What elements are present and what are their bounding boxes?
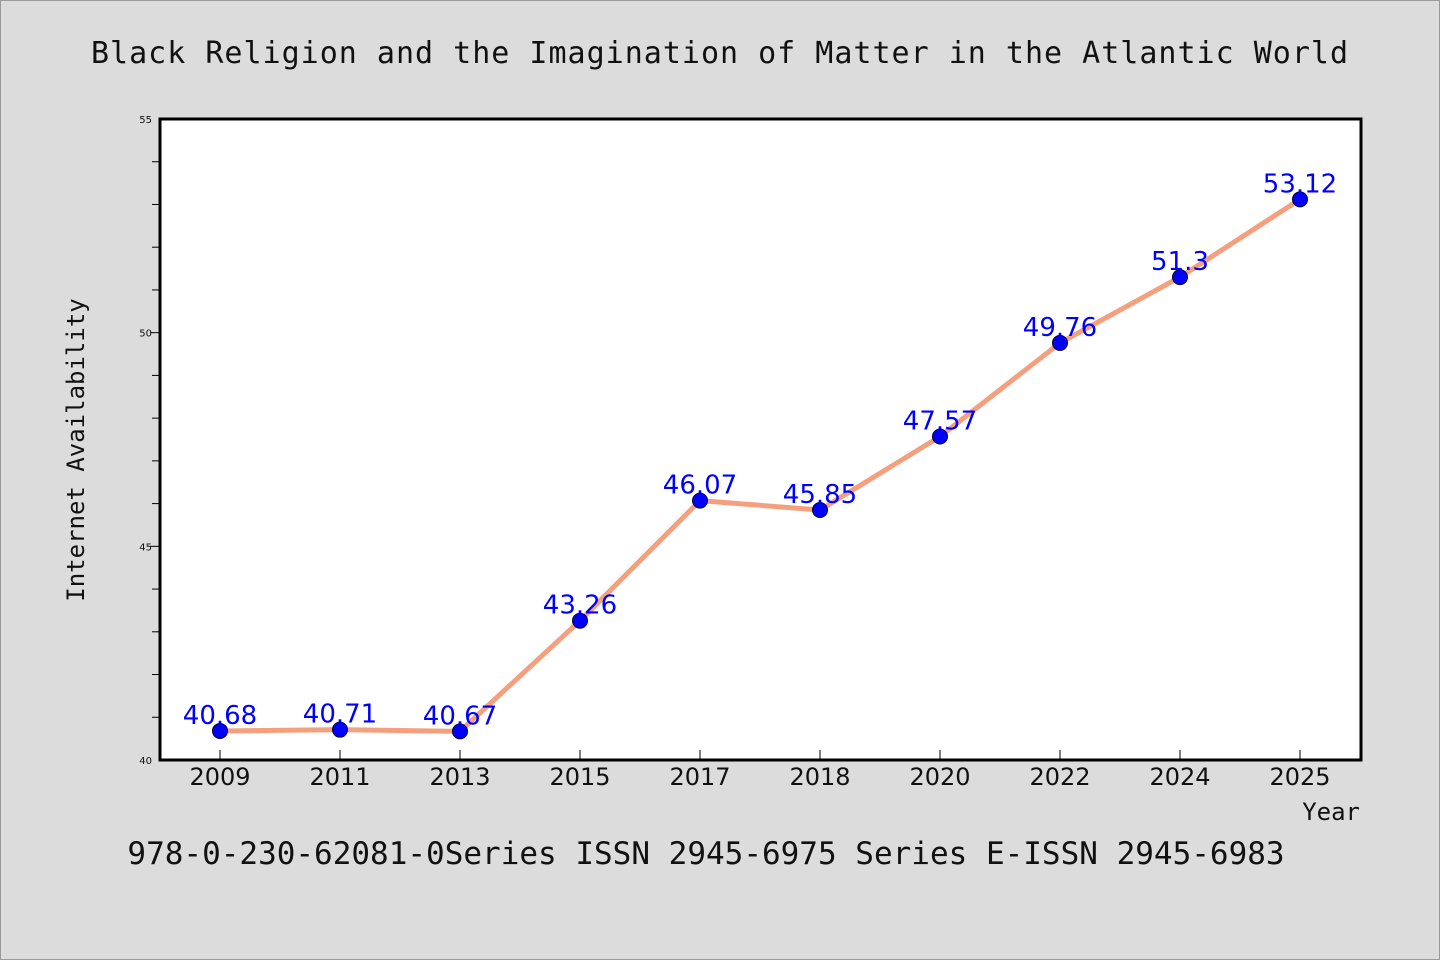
data-label: 51.3 [1151,247,1209,277]
data-point [452,723,468,740]
data-label: 40.68 [183,701,257,731]
x-tick-label: 2018 [789,763,850,791]
y-axis-label: Internet Availability [62,298,90,601]
data-label: 47.57 [903,407,977,437]
x-tick-label: 2025 [1269,763,1330,791]
footer-isbn-text: 978-0-230-62081-0Series ISSN 2945-6975 S… [127,836,1284,872]
chart-title: Black Religion and the Imagination of Ma… [91,36,1349,71]
data-point [692,492,708,509]
data-point [212,722,228,739]
x-tick-label: 2017 [669,763,730,791]
x-tick-label: 2015 [549,763,610,791]
x-axis: 2009 2011 2013 2015 2017 2018 2020 2022 2024 2025 [189,750,1331,791]
data-label: 40.71 [303,700,377,730]
y-tick-label: 55 [139,115,152,126]
x-tick-label: 2009 [189,763,250,791]
data-label: 40.67 [423,701,497,731]
data-point [1172,269,1188,286]
data-point [812,502,828,519]
data-label: 45.85 [783,480,857,510]
data-point [572,612,588,629]
y-tick-label: 45 [139,542,152,553]
x-tick-label: 2013 [429,763,490,791]
data-point [932,428,948,445]
y-tick-label: 50 [139,329,152,340]
series-layer: 40.68 40.71 40.67 43.26 46.07 45.85 47.57 49.76… [183,169,1337,740]
x-tick-label: 2024 [1149,763,1210,791]
data-label: 49.76 [1023,313,1097,343]
data-label: 43.26 [543,591,617,621]
plot-area [158,117,1363,762]
x-tick-label: 2022 [1029,763,1090,791]
x-tick-label: 2020 [909,763,970,791]
y-tick-label: 40 [139,756,152,767]
data-point [1292,191,1308,208]
series-line [217,196,1303,734]
x-tick-label: 2011 [309,763,370,791]
x-axis-label: Year [1302,798,1360,826]
data-label: 53.12 [1263,169,1337,199]
y-axis: 40 45 50 55 [139,115,160,767]
data-point [1052,334,1068,351]
data-point [332,721,348,738]
data-label: 46.07 [663,471,737,501]
